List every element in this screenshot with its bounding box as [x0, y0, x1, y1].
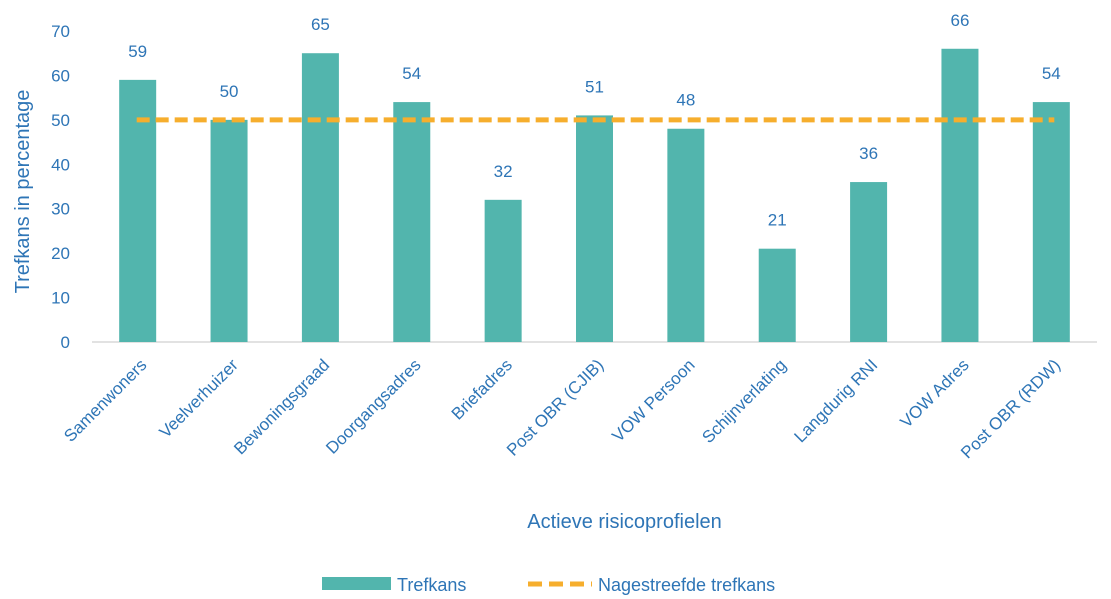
bar: [119, 79, 157, 342]
legend-label-nagestreefde-trefkans: Nagestreefde trefkans: [598, 575, 775, 595]
x-tick-label: Post OBR (CJIB): [503, 355, 607, 459]
legend-swatch-trefkans: [322, 577, 391, 590]
legend: Trefkans Nagestreefde trefkans: [322, 575, 775, 595]
data-label: 32: [494, 162, 513, 181]
y-tick-label: 70: [51, 22, 70, 41]
y-tick-label: 60: [51, 66, 70, 85]
x-tick-label: Bewoningsgraad: [230, 355, 333, 458]
x-tick-label: Doorgangsadres: [322, 355, 424, 457]
data-label: 54: [402, 64, 421, 83]
data-label: 21: [768, 211, 787, 230]
x-axis-title: Actieve risicoprofielen: [527, 511, 722, 533]
y-tick-label: 30: [51, 200, 70, 219]
y-tick-label: 10: [51, 289, 70, 308]
x-tick-label: Post OBR (RDW): [957, 355, 1064, 462]
x-tick-label: Samenwoners: [60, 355, 150, 445]
bar: [484, 199, 522, 342]
y-axis-ticks: 0 10 20 30 40 50 60 70: [51, 22, 70, 352]
data-label: 59: [128, 42, 147, 61]
bar: [210, 119, 248, 342]
data-label: 54: [1042, 64, 1061, 83]
data-label: 65: [311, 15, 330, 34]
x-tick-label: Schijnverlating: [698, 355, 790, 447]
y-tick-label: 50: [51, 111, 70, 130]
bar: [576, 115, 613, 343]
y-tick-label: 40: [51, 155, 70, 174]
data-label: 36: [859, 144, 878, 163]
data-label: 48: [676, 91, 695, 110]
x-tick-label: VOW Adres: [897, 355, 973, 431]
bar: [1032, 102, 1070, 342]
data-label: 66: [950, 11, 969, 30]
data-label: 51: [585, 77, 604, 96]
bar: [758, 248, 796, 342]
x-tick-label: Veelverhuizer: [156, 355, 243, 442]
bar: [393, 102, 431, 342]
y-tick-label: 20: [51, 244, 70, 263]
x-tick-label: VOW Persoon: [608, 355, 698, 445]
x-tick-label: Langdurig RNI: [790, 355, 881, 446]
y-tick-label: 0: [61, 333, 70, 352]
bars: [119, 48, 1070, 343]
legend-label-trefkans: Trefkans: [397, 575, 466, 595]
bar: [301, 53, 339, 342]
x-tick-label: Briefadres: [448, 355, 516, 423]
data-label: 50: [220, 82, 239, 101]
y-axis-title: Trefkans in percentage: [12, 90, 34, 294]
bar: [941, 48, 979, 343]
bar: [850, 182, 888, 342]
data-labels: 59 50 65 54 32 51 48 21 36 66 54: [128, 11, 1061, 230]
x-axis-ticks: Samenwoners VeelverhuizerBewoningsgraadDo…: [60, 355, 1064, 462]
bar: [667, 128, 705, 342]
